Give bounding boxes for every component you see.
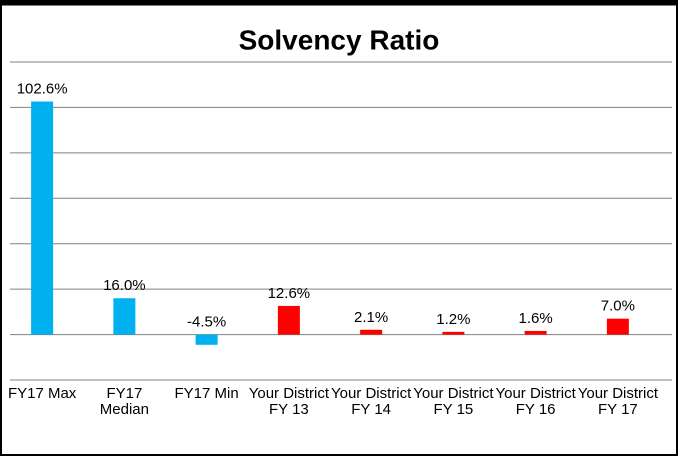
value-label: 102.6% (17, 80, 68, 97)
value-label: 1.2% (436, 311, 470, 328)
x-tick-label: Your District FY 16 (495, 385, 576, 418)
bar (277, 305, 300, 335)
value-label: 16.0% (103, 277, 146, 294)
x-tick-label: Your District FY 17 (577, 385, 659, 418)
x-tick-label: Your District FY 15 (413, 385, 494, 418)
bar (360, 329, 383, 335)
value-label: 1.6% (519, 310, 553, 327)
x-tick-label: FY17 Max (7, 385, 77, 402)
bar (524, 330, 547, 335)
chart-title: Solvency Ratio (239, 24, 440, 55)
x-tick-label: FY17 Min (174, 385, 239, 402)
bar (442, 331, 465, 335)
x-tick-label: Your District FY 13 (248, 385, 330, 418)
value-label: 2.1% (354, 309, 388, 326)
bar (606, 318, 629, 335)
x-tick-label: FY17 Median (99, 385, 149, 418)
value-label: -4.5% (187, 314, 226, 331)
x-tick-label: Your District FY 14 (330, 385, 412, 418)
bar (195, 334, 218, 345)
bar (113, 298, 136, 335)
bar (31, 101, 54, 335)
value-label: 12.6% (268, 285, 311, 302)
value-label: 7.0% (601, 298, 635, 315)
